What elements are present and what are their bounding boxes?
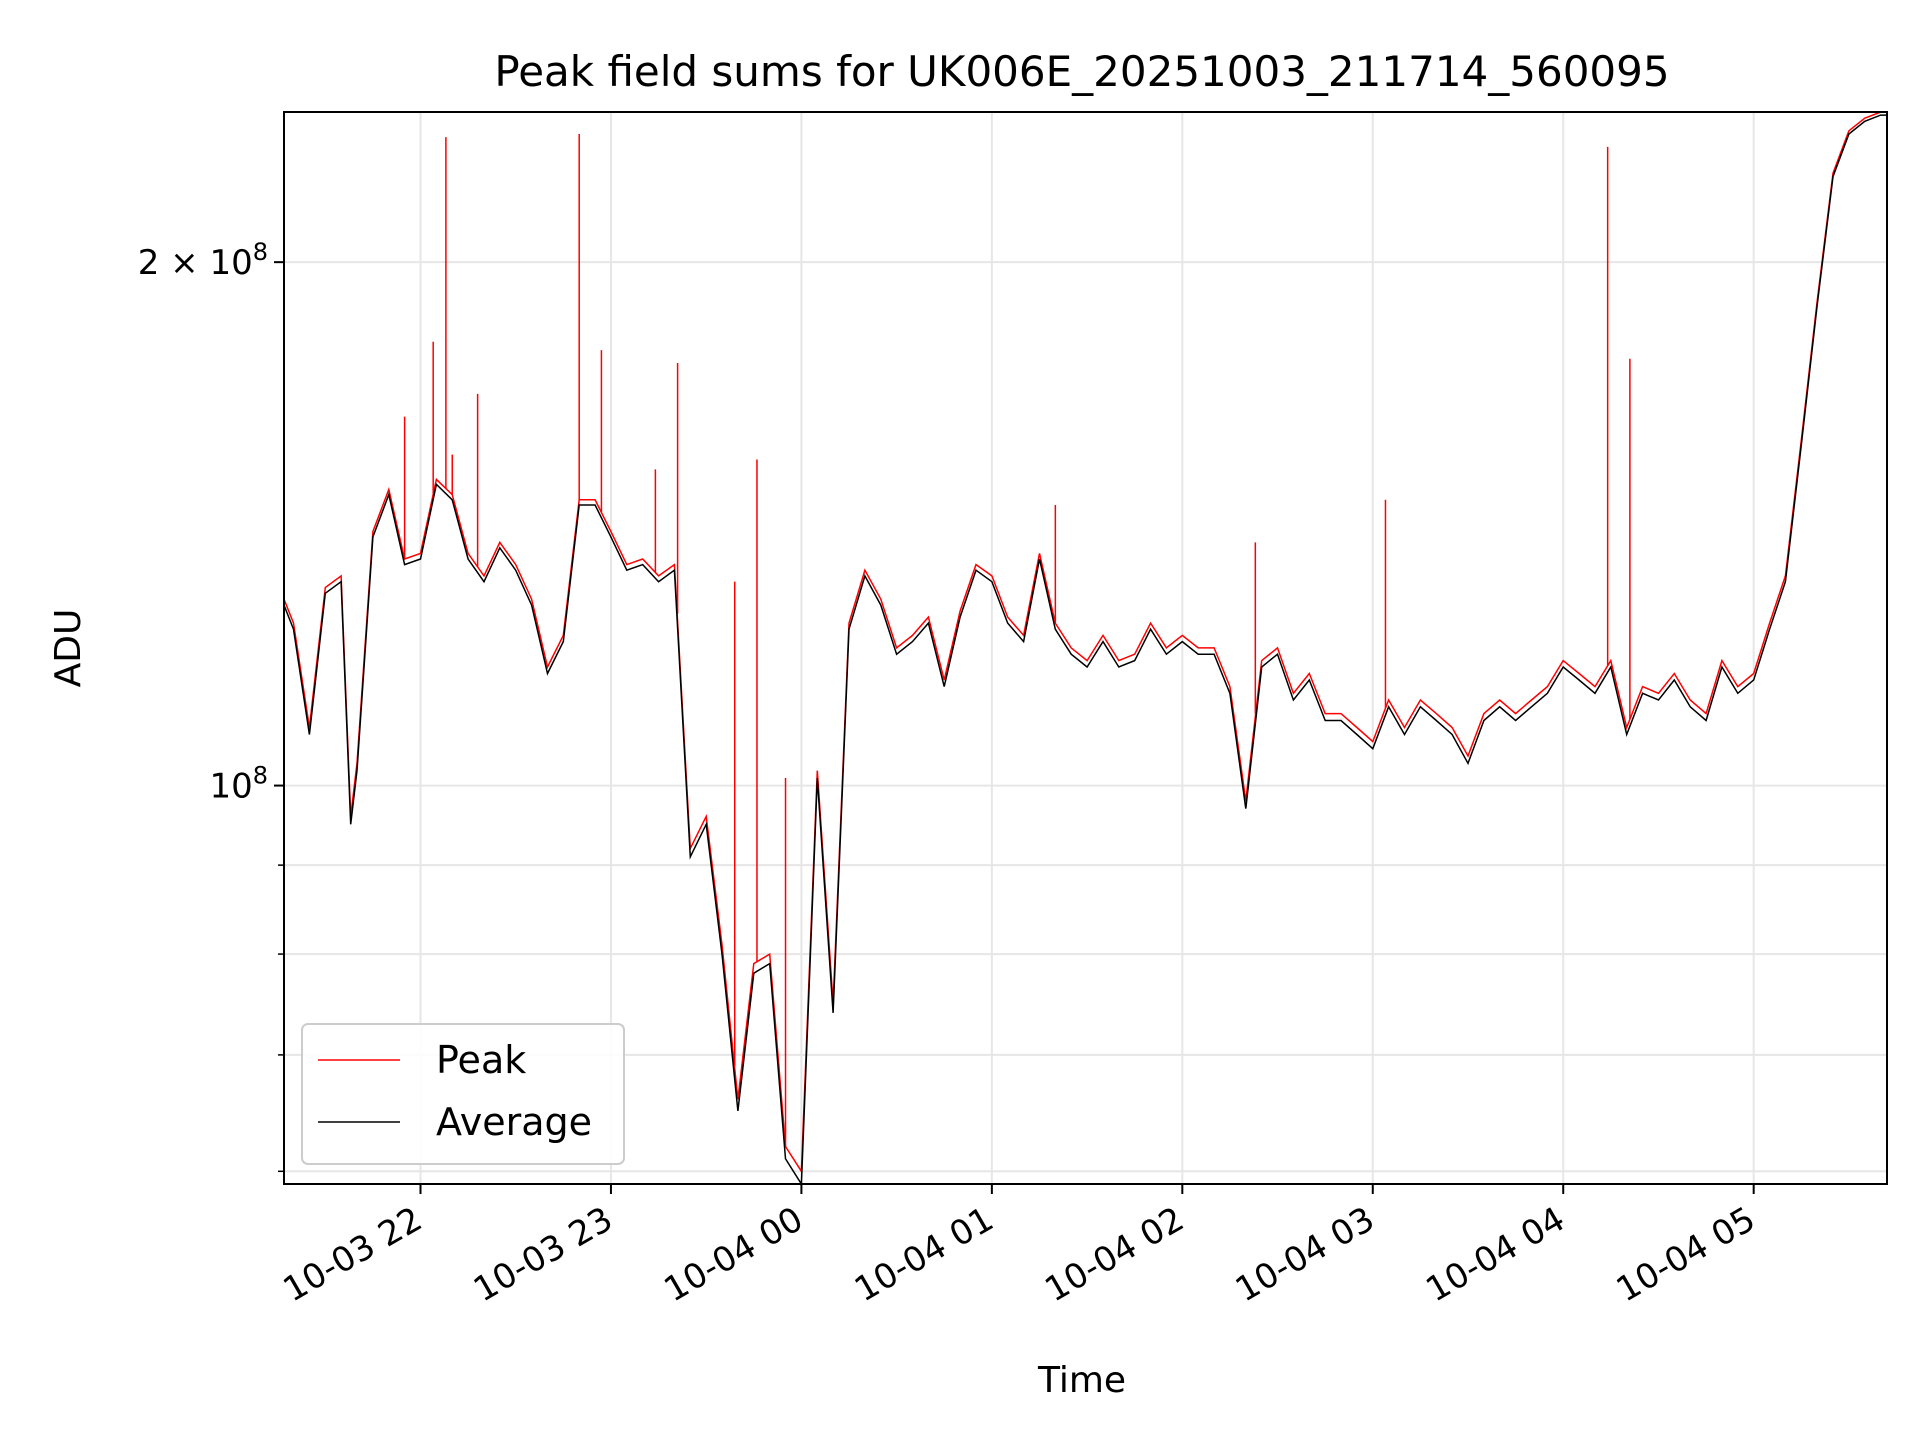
legend-peak-label: Peak: [436, 1038, 526, 1082]
plot-frame: [283, 111, 1888, 1185]
chart-title: Peak field sums for UK006E_20251003_2117…: [494, 47, 1669, 96]
x-axis-label: Time: [1037, 1360, 1126, 1401]
series-layer: [283, 111, 1887, 1187]
legend: Peak Average: [301, 1023, 625, 1165]
y-axis-label: ADU: [48, 609, 89, 688]
y-tick-label: 108: [209, 762, 268, 807]
peak-series-line: [283, 111, 1887, 1174]
y-tick-label: 2 × 108: [138, 238, 268, 283]
average-series-line: [283, 114, 1887, 1187]
legend-average-label: Average: [436, 1100, 592, 1144]
grid-layer: [284, 112, 1887, 1184]
legend-box: [301, 1023, 625, 1165]
